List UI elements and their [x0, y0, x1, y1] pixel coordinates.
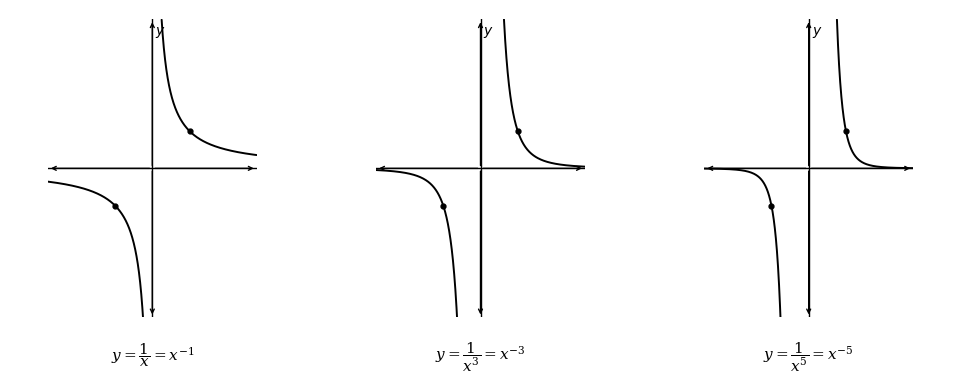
Text: $y = \dfrac{1}{x^3} = x^{-3}$: $y = \dfrac{1}{x^3} = x^{-3}$ [435, 341, 526, 374]
Text: $y = \dfrac{1}{x^5} = x^{-5}$: $y = \dfrac{1}{x^5} = x^{-5}$ [763, 341, 854, 374]
Text: $y$: $y$ [483, 25, 494, 40]
Text: $y$: $y$ [812, 25, 823, 40]
Text: $y = \dfrac{1}{x} = x^{-1}$: $y = \dfrac{1}{x} = x^{-1}$ [111, 341, 194, 369]
Text: $y$: $y$ [156, 25, 166, 40]
